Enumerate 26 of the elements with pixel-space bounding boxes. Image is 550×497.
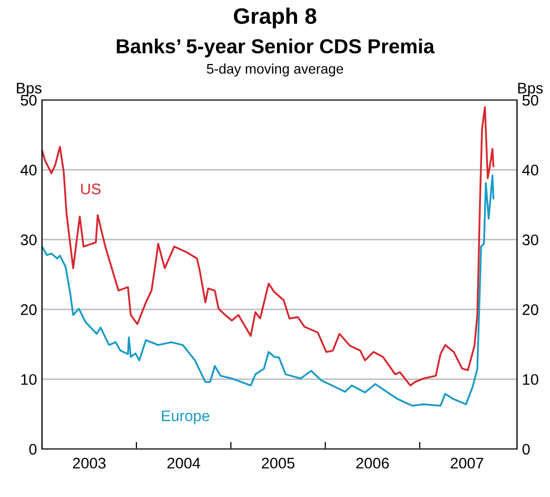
y2-tick-label: 50 [522,94,538,106]
x-tick-label: 2006 [356,458,389,469]
y2-tick-label: 40 [522,164,538,176]
x-tick-label: 2005 [262,458,294,469]
y-tick-label: 10 [21,374,37,385]
y2-tick-label: 30 [522,234,538,246]
x-tick-label: 2003 [72,458,106,469]
y-tick-label: 50 [20,94,37,106]
y2-tick-label: 10 [523,374,538,385]
y2-axis-title: Bps [518,82,543,97]
y-axis-title: Bps [16,82,42,97]
line-series [42,174,494,407]
x-tick-label: 2004 [167,458,200,469]
y2-tick-label: 0 [522,444,530,455]
line-series [42,106,494,386]
series-label: Europe [162,410,210,424]
y-tick-label: 30 [20,234,37,246]
y-tick-label: 0 [29,444,37,455]
y-tick-label: 40 [20,164,37,176]
x-tick-label: 2007 [450,458,484,469]
y2-tick-label: 20 [522,304,538,316]
chart-title: Graph 8 [234,8,316,28]
series-label: US [81,184,101,194]
chart-subtitle: Banks’ 5-year Senior CDS Premia [116,38,435,58]
text: 5-day moving average [206,64,344,76]
y-tick-label: 20 [20,304,37,316]
